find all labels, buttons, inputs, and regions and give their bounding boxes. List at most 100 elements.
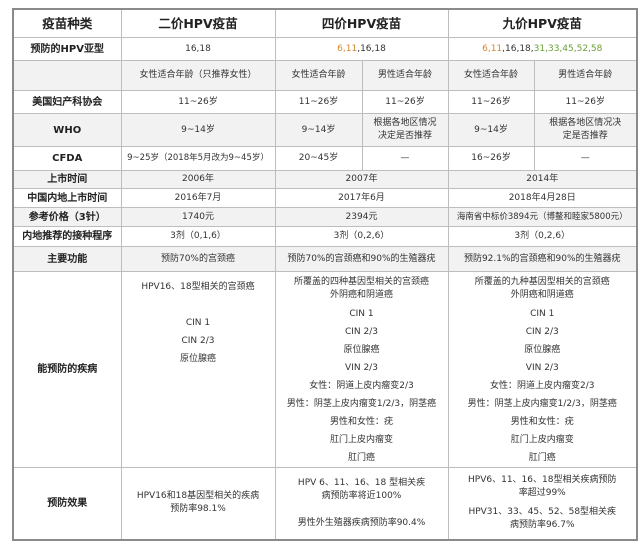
efficacy-text: HPV31、33、45、52、58型相关疾病预防率96.7% bbox=[468, 507, 617, 531]
cell: 根据各地区情况决定是否推荐 bbox=[533, 113, 638, 147]
list-item: 男性和女性：疣 bbox=[329, 417, 393, 427]
cell: 11~26岁 bbox=[120, 90, 276, 114]
text: ,16,18 bbox=[357, 43, 386, 54]
highlight-orange: 6,11 bbox=[337, 43, 358, 54]
row-label: 主要功能 bbox=[12, 246, 122, 272]
cell: HPV16和18基因型相关的疾病预防率98.1% bbox=[120, 467, 276, 540]
row-label: 内地推荐的接种程序 bbox=[12, 226, 122, 247]
list-item: 原位腺癌 bbox=[179, 354, 216, 364]
acog-row: 美国妇产科协会 11~26岁 11~26岁 11~26岁 11~26岁 11~2… bbox=[12, 90, 638, 114]
hpv-vaccine-comparison-table: 疫苗种类 二价HPV疫苗 四价HPV疫苗 九价HPV疫苗 预防的HPV亚型 16… bbox=[12, 8, 638, 541]
subtype-row: 预防的HPV亚型 16,18 6,11,16,18 6,11,16,18,31,… bbox=[12, 37, 638, 61]
row-label: 美国妇产科协会 bbox=[12, 90, 122, 114]
header-label: 疫苗种类 bbox=[12, 8, 122, 38]
cell: 2017年6月 bbox=[274, 188, 449, 208]
schedule-row: 内地推荐的接种程序 3剂（0,1,6） 3剂（0,2,6） 3剂（0,2,6） bbox=[12, 226, 638, 247]
cell: — bbox=[361, 146, 449, 171]
row-label: WHO bbox=[12, 113, 122, 147]
cell: 16,18 bbox=[120, 37, 276, 61]
row-label: 预防效果 bbox=[12, 467, 122, 540]
highlight-orange: 6,11 bbox=[482, 43, 503, 54]
china-launch-row: 中国内地上市时间 2016年7月 2017年6月 2018年4月28日 bbox=[12, 188, 638, 208]
cell: 9~25岁（2018年5月改为9~45岁） bbox=[120, 146, 276, 171]
cell: 2016年7月 bbox=[120, 188, 276, 208]
cell: 预防70%的宫颈癌 bbox=[120, 246, 276, 272]
list-item: 肛门上皮内瘤变 bbox=[510, 435, 574, 445]
list-item: 所覆盖的九种基因型相关的宫颈癌外阴癌和阴道癌 bbox=[474, 277, 610, 300]
cell: 女性适合年龄 bbox=[447, 60, 535, 91]
list-item: VIN 2/3 bbox=[525, 363, 559, 373]
list-item: 男性：阴茎上皮内瘤变1/2/3，阴茎癌 bbox=[467, 399, 617, 409]
row-label: 参考价格（3针） bbox=[12, 207, 122, 227]
list-item: 原位腺癌 bbox=[524, 345, 561, 355]
cell: 9~14岁 bbox=[447, 113, 535, 147]
list-item: 男性：阴茎上皮内瘤变1/2/3，阴茎癌 bbox=[286, 399, 437, 409]
cell: 2018年4月28日 bbox=[447, 188, 638, 208]
row-label: 预防的HPV亚型 bbox=[12, 37, 122, 61]
cell: HPV6、11、16、18型相关疾病预防率超过99% HPV31、33、45、5… bbox=[447, 467, 638, 540]
cell: 预防70%的宫颈癌和90%的生殖器疣 bbox=[274, 246, 449, 272]
cell: 6,11,16,18,31,33,45,52,58 bbox=[447, 37, 638, 61]
cell: HPV16、18型相关的宫颈癌 CIN 1 CIN 2/3 原位腺癌 bbox=[120, 271, 276, 468]
cell: 9~14岁 bbox=[120, 113, 276, 147]
cell: 男性适合年龄 bbox=[533, 60, 638, 91]
cell: 根据各地区情况决定是否推荐 bbox=[361, 113, 449, 147]
list-item: 肛门癌 bbox=[528, 453, 556, 463]
header-bivalent: 二价HPV疫苗 bbox=[120, 8, 276, 38]
list-item: 原位腺癌 bbox=[343, 345, 380, 355]
efficacy-row: 预防效果 HPV16和18基因型相关的疾病预防率98.1% HPV 6、11、1… bbox=[12, 467, 638, 540]
cell: 6,11,16,18 bbox=[274, 37, 449, 61]
cell: 女性适合年龄（只推荐女性） bbox=[120, 60, 276, 91]
cell: 所覆盖的九种基因型相关的宫颈癌外阴癌和阴道癌 CIN 1 CIN 2/3 原位腺癌 VI… bbox=[447, 271, 638, 468]
list-item bbox=[124, 296, 273, 314]
cell: 11~26岁 bbox=[533, 90, 638, 114]
list-item: CIN 1 bbox=[185, 318, 211, 328]
cell: 1740元 bbox=[120, 207, 276, 227]
cell: 11~26岁 bbox=[361, 90, 449, 114]
list-item: CIN 1 bbox=[530, 309, 555, 319]
cell: 3剂（0,1,6） bbox=[120, 226, 276, 247]
cfda-row: CFDA 9~25岁（2018年5月改为9~45岁） 20~45岁 — 16~2… bbox=[12, 146, 638, 171]
efficacy-text: HPV 6、11、16、18 型相关疾病预防率将近100% bbox=[297, 477, 426, 501]
efficacy-text: 男性外生殖器疾病预防率90.4% bbox=[297, 517, 426, 528]
cell: 20~45岁 bbox=[274, 146, 363, 171]
diseases-row: 能预防的疾病 HPV16、18型相关的宫颈癌 CIN 1 CIN 2/3 原位腺癌 … bbox=[12, 271, 638, 468]
cell: 3剂（0,2,6） bbox=[447, 226, 638, 247]
header-nonavalent: 九价HPV疫苗 bbox=[447, 8, 638, 38]
header-row: 疫苗种类 二价HPV疫苗 四价HPV疫苗 九价HPV疫苗 bbox=[12, 8, 638, 38]
list-item: CIN 2/3 bbox=[525, 327, 559, 337]
cell: 海南省中标价3894元（博鳌和睦家5800元） bbox=[447, 207, 638, 227]
cell: HPV 6、11、16、18 型相关疾病预防率将近100% 男性外生殖器疾病预防… bbox=[274, 467, 449, 540]
list-item: VIN 2/3 bbox=[345, 363, 378, 373]
who-row: WHO 9~14岁 9~14岁 根据各地区情况决定是否推荐 9~14岁 根据各地… bbox=[12, 113, 638, 147]
row-label: 能预防的疾病 bbox=[12, 271, 122, 468]
cell: 3剂（0,2,6） bbox=[274, 226, 449, 247]
list-item: CIN 2/3 bbox=[344, 327, 379, 337]
cell: 女性适合年龄 bbox=[274, 60, 363, 91]
row-label: 上市时间 bbox=[12, 170, 122, 189]
cell: 预防92.1%的宫颈癌和90%的生殖器疣 bbox=[447, 246, 638, 272]
function-row: 主要功能 预防70%的宫颈癌 预防70%的宫颈癌和90%的生殖器疣 预防92.1… bbox=[12, 246, 638, 272]
list-item: CIN 2/3 bbox=[181, 336, 215, 346]
efficacy-text: HPV6、11、16、18型相关疾病预防率超过99% bbox=[468, 475, 617, 499]
cell: 2394元 bbox=[274, 207, 449, 227]
launch-row: 上市时间 2006年 2007年 2014年 bbox=[12, 170, 638, 189]
cell: 男性适合年龄 bbox=[361, 60, 449, 91]
cell: 2007年 bbox=[274, 170, 449, 189]
age-header-row: 女性适合年龄（只推荐女性） 女性适合年龄 男性适合年龄 女性适合年龄 男性适合年… bbox=[12, 60, 638, 91]
list-item: HPV16、18型相关的宫颈癌 bbox=[141, 282, 255, 292]
row-label: CFDA bbox=[12, 146, 122, 171]
price-row: 参考价格（3针） 1740元 2394元 海南省中标价3894元（博鳌和睦家58… bbox=[12, 207, 638, 227]
cell: 2006年 bbox=[120, 170, 276, 189]
list-item: 女性：阴道上皮内瘤变2/3 bbox=[490, 381, 595, 391]
list-item: 男性和女性：疣 bbox=[510, 417, 574, 427]
text: ,16,18, bbox=[502, 43, 534, 54]
cell: 16~26岁 bbox=[447, 146, 535, 171]
cell: 11~26岁 bbox=[447, 90, 535, 114]
highlight-green: 31,33,45,52,58 bbox=[533, 43, 603, 54]
cell: 2014年 bbox=[447, 170, 638, 189]
list-item: CIN 1 bbox=[349, 309, 374, 319]
header-quadrivalent: 四价HPV疫苗 bbox=[274, 8, 449, 38]
cell: — bbox=[533, 146, 638, 171]
cell: 11~26岁 bbox=[274, 90, 363, 114]
